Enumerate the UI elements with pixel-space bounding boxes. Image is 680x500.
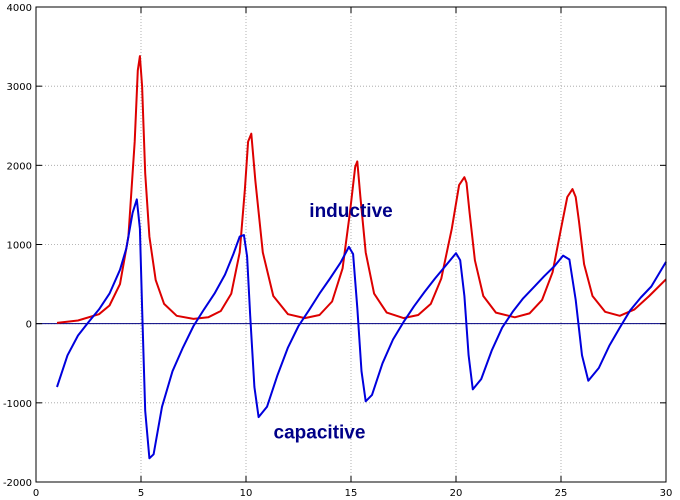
annotations: inductive capacitive bbox=[274, 201, 393, 444]
series-line-2 bbox=[56, 198, 667, 460]
series-group bbox=[56, 55, 667, 460]
x-tick-label: 5 bbox=[138, 488, 144, 499]
series-line-1 bbox=[56, 55, 667, 324]
x-tick-label: 15 bbox=[345, 488, 358, 499]
annotation-capacitive: capacitive bbox=[274, 422, 366, 443]
y-tick-label: 3000 bbox=[7, 82, 32, 93]
x-tick-label: 30 bbox=[660, 488, 673, 499]
y-tick-label: 4000 bbox=[7, 3, 32, 14]
ticks: 0 5 10 15 20 25 30 -2000 -1000 0 1000 2000 3000 4000 bbox=[3, 3, 672, 499]
x-tick-label: 0 bbox=[33, 488, 39, 499]
y-tick-label: 0 bbox=[26, 320, 32, 331]
y-tick-label: 2000 bbox=[7, 161, 32, 172]
x-tick-label: 10 bbox=[240, 488, 253, 499]
y-tick-label: 1000 bbox=[7, 241, 32, 252]
annotation-inductive: inductive bbox=[309, 201, 392, 222]
y-tick-label: -1000 bbox=[3, 399, 32, 410]
x-tick-label: 20 bbox=[450, 488, 463, 499]
x-tick-label: 25 bbox=[555, 488, 568, 499]
y-tick-label: -2000 bbox=[3, 478, 32, 489]
